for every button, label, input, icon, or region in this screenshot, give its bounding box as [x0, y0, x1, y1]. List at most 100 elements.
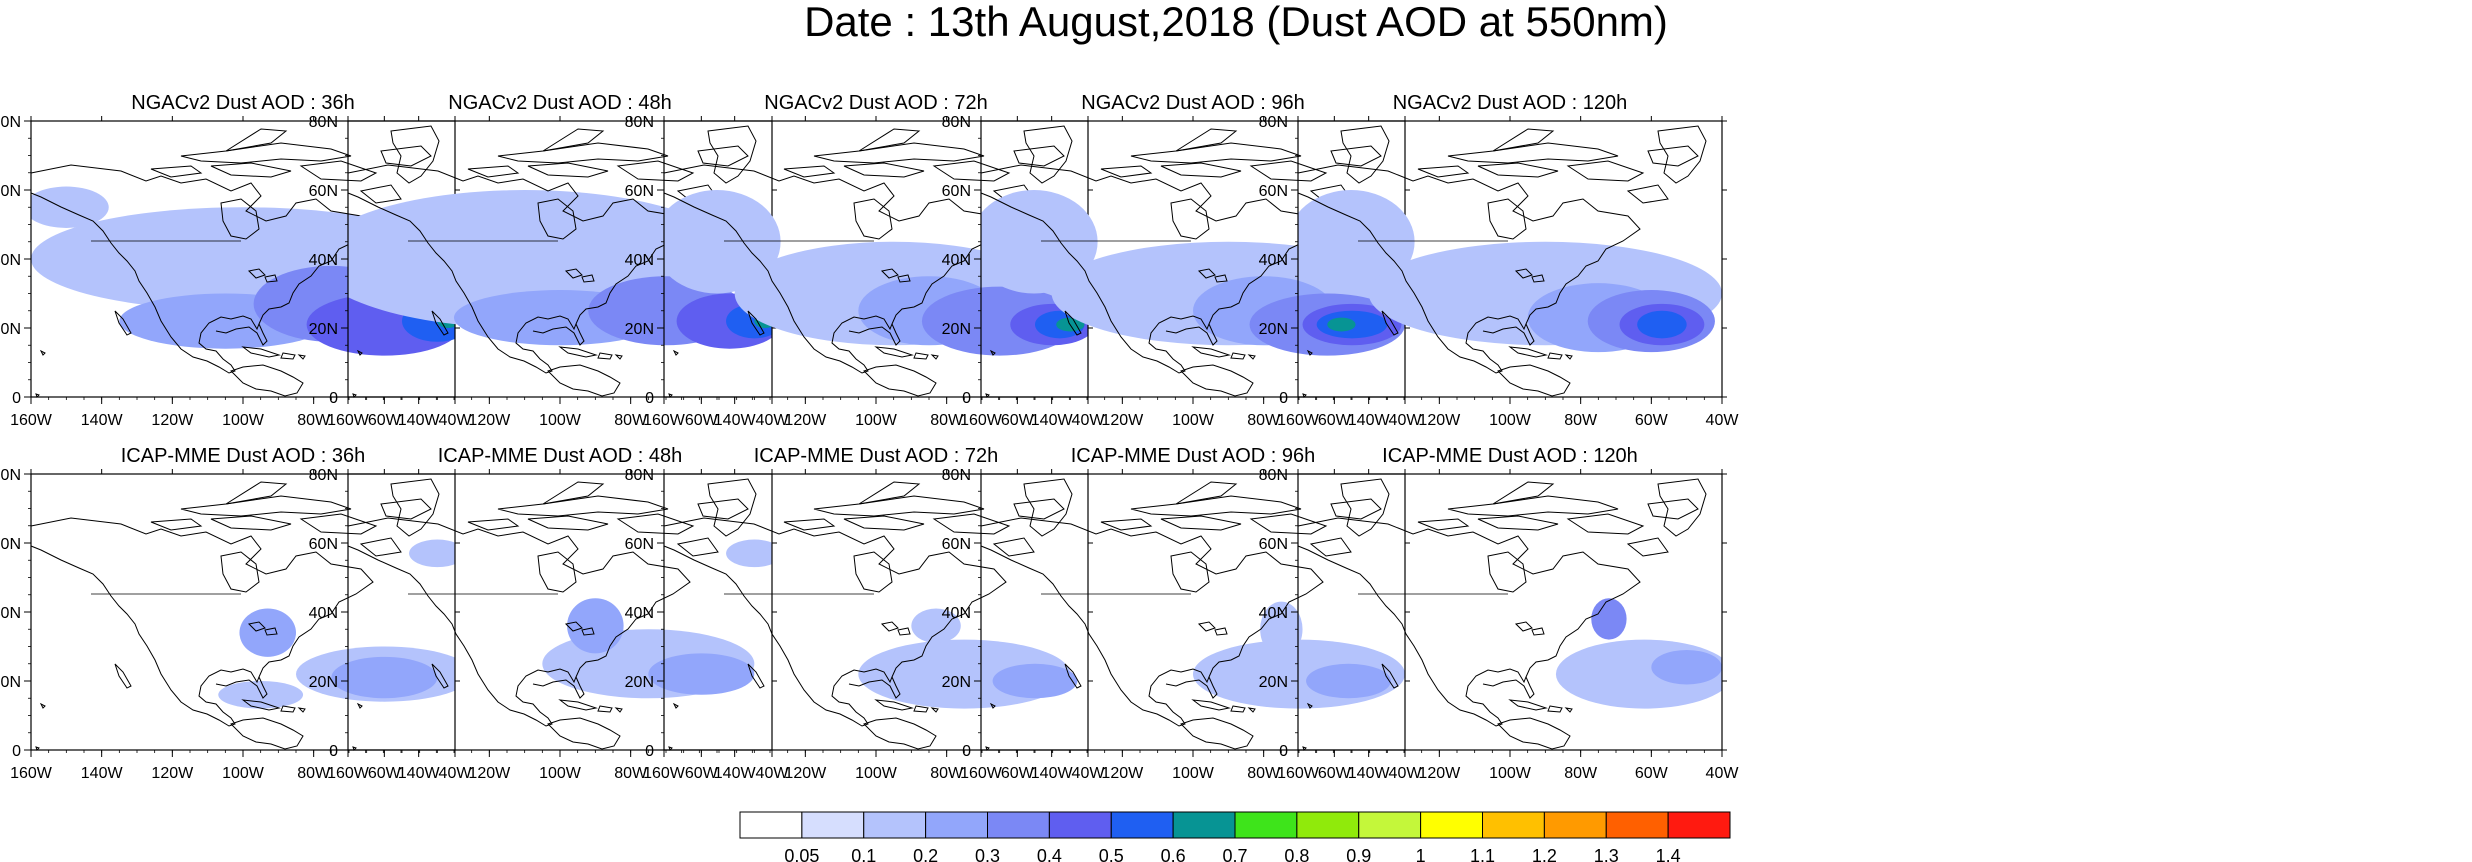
lon-tick-label: 100W [1172, 412, 1215, 429]
lat-tick-label: 40N [942, 605, 971, 622]
colorbar-label: 0.7 [1222, 846, 1247, 862]
aod-blob [1591, 598, 1627, 640]
colorbar-label: 0.3 [975, 846, 1000, 862]
aod-blob [1298, 190, 1415, 294]
map-panel-5: NGACv2 Dust AOD : 120h 160W 140W 120W 100W 80… [1259, 92, 1740, 429]
lon-tick-label: 40W [1389, 765, 1423, 782]
lat-tick-label: 80N [1259, 467, 1288, 484]
lat-tick-label: 60N [942, 536, 971, 553]
lon-tick-label: 120W [1101, 412, 1144, 429]
lat-tick-label: 20N [942, 321, 971, 338]
lon-tick-label: 40W [756, 765, 790, 782]
lat-tick-label: 60N [309, 183, 338, 200]
lon-tick-label: 120W [468, 412, 511, 429]
map-panel-10: ICAP-MME Dust AOD : 120h 160W 140W 120W 100W… [1259, 445, 1740, 782]
lat-tick-label: 0 [645, 390, 654, 407]
lat-tick-label: 80N [309, 114, 338, 131]
lon-tick-label: 100W [1172, 765, 1215, 782]
lat-tick-label: 40N [1259, 605, 1288, 622]
lon-tick-label: 140W [714, 765, 757, 782]
lon-tick-label: 100W [222, 765, 265, 782]
lon-tick-label: 40W [1706, 765, 1740, 782]
lon-tick-label: 40W [439, 412, 473, 429]
aod-field [348, 190, 772, 349]
aod-blob [726, 539, 772, 568]
lat-tick-label: 40N [942, 252, 971, 269]
lon-tick-label: 160W [10, 765, 53, 782]
aod-blob [981, 190, 1098, 294]
colorbar-label: 1.1 [1470, 846, 1495, 862]
lat-tick-label: 20N [309, 321, 338, 338]
lon-tick-label: 100W [539, 412, 582, 429]
lat-tick-label: 0 [12, 390, 21, 407]
lat-tick-label: 0 [12, 743, 21, 760]
lat-tick-label: 60N [942, 183, 971, 200]
lat-tick-label: 20N [942, 674, 971, 691]
lat-tick-label: 60N [625, 536, 654, 553]
lon-tick-label: 140W [1348, 412, 1391, 429]
lat-tick-label: 60N [309, 536, 338, 553]
panel-title: ICAP-MME Dust AOD : 120h [1382, 445, 1638, 467]
colorbar-label: 0.05 [784, 846, 819, 862]
lon-tick-label: 80W [930, 412, 964, 429]
lon-tick-label: 140W [81, 765, 124, 782]
map-panel-7: ICAP-MME Dust AOD : 48h 160W 140W 120W 100W 8… [309, 445, 790, 782]
aod-field [858, 608, 1078, 709]
lon-tick-label: 40W [756, 412, 790, 429]
panel-title: NGACv2 Dust AOD : 96h [1081, 92, 1304, 114]
aod-field [542, 539, 772, 699]
lon-tick-label: 40W [1072, 412, 1106, 429]
lon-tick-label: 100W [539, 765, 582, 782]
lon-tick-label: 120W [1418, 765, 1461, 782]
page-title: Date : 13th August,2018 (Dust AOD at 550… [804, 0, 1668, 45]
lon-tick-label: 120W [784, 412, 827, 429]
lon-tick-label: 160W [327, 765, 370, 782]
lat-tick-label: 20N [1259, 321, 1288, 338]
lon-tick-label: 140W [1348, 765, 1391, 782]
map-panel-2: NGACv2 Dust AOD : 48h 160W 140W 120W 100W 80W… [309, 92, 790, 429]
colorbar-label: 1.2 [1532, 846, 1557, 862]
lon-tick-label: 120W [151, 765, 194, 782]
colorbar-label: 0.4 [1037, 846, 1062, 862]
lon-tick-label: 80W [614, 765, 648, 782]
aod-blob [664, 190, 781, 294]
lon-tick-label: 80W [614, 412, 648, 429]
panel-title: NGACv2 Dust AOD : 36h [131, 92, 354, 114]
aod-blob [331, 656, 438, 699]
lat-tick-label: 20N [309, 674, 338, 691]
lat-tick-label: 80N [0, 467, 21, 484]
lat-tick-label: 0 [329, 743, 338, 760]
aod-blob [409, 539, 455, 568]
lon-tick-label: 60W [685, 412, 719, 429]
map-panel-4: NGACv2 Dust AOD : 96h 160W 140W 120W 100W 80W… [942, 92, 1423, 429]
aod-blob [648, 653, 755, 695]
lon-tick-label: 60W [368, 765, 402, 782]
aod-blob [911, 608, 961, 644]
lat-tick-label: 0 [962, 743, 971, 760]
lon-tick-label: 160W [327, 412, 370, 429]
lat-tick-label: 60N [1259, 183, 1288, 200]
aod-blob [1637, 310, 1687, 339]
lat-tick-label: 80N [625, 467, 654, 484]
lat-tick-label: 60N [625, 183, 654, 200]
lon-tick-label: 60W [1318, 765, 1352, 782]
lon-tick-label: 60W [685, 765, 719, 782]
aod-blob [1306, 663, 1391, 699]
colorbar-label: 0.5 [1099, 846, 1124, 862]
lon-tick-label: 120W [1418, 412, 1461, 429]
panel-title: ICAP-MME Dust AOD : 96h [1071, 445, 1316, 467]
lon-tick-label: 80W [297, 412, 331, 429]
lon-tick-label: 120W [1101, 765, 1144, 782]
lon-tick-label: 140W [1031, 765, 1074, 782]
panel-title: ICAP-MME Dust AOD : 48h [438, 445, 683, 467]
colorbar-swatch [1358, 811, 1422, 839]
aod-blob [218, 681, 304, 709]
colorbar-label: 1.4 [1656, 846, 1681, 862]
lat-tick-label: 80N [0, 114, 21, 131]
colorbar-swatch [801, 811, 865, 839]
colorbar-label: 0.2 [913, 846, 938, 862]
aod-field [1193, 601, 1405, 709]
lon-tick-label: 60W [1001, 765, 1035, 782]
colorbar-swatch [925, 811, 988, 839]
